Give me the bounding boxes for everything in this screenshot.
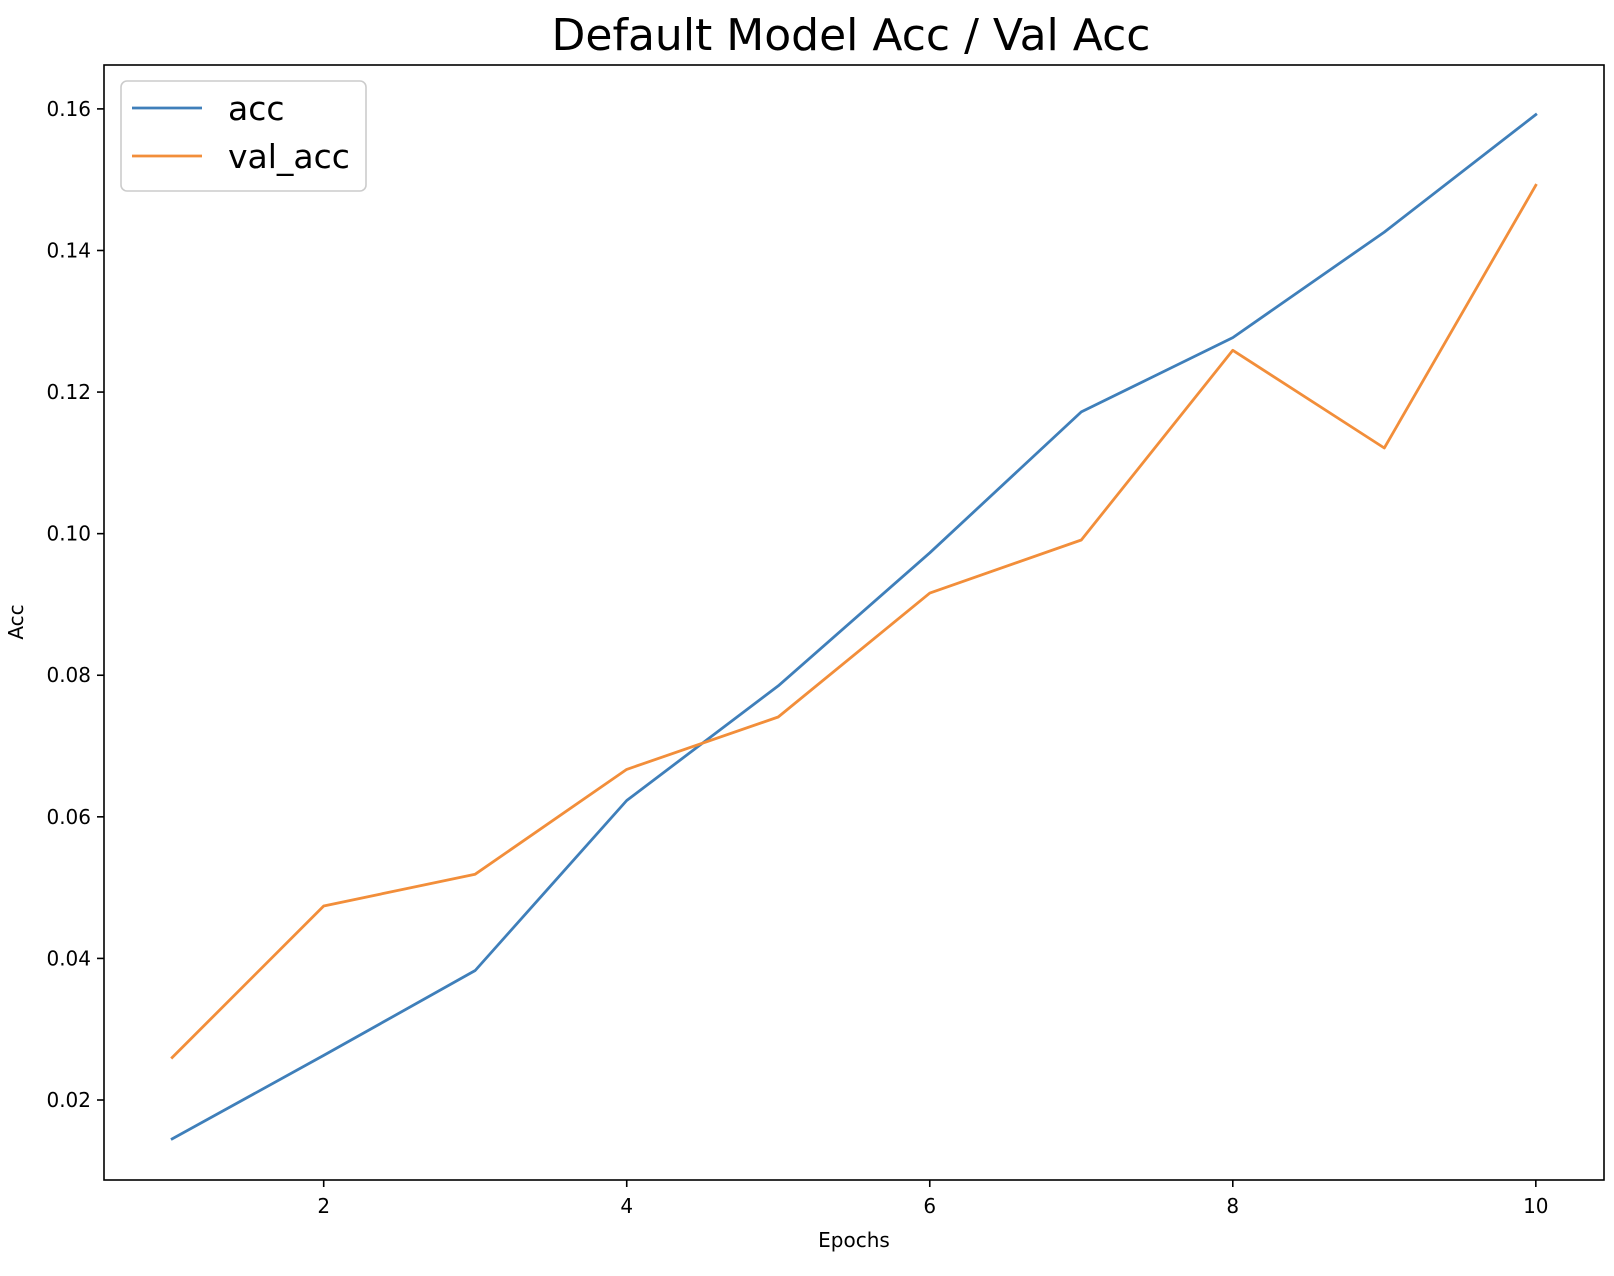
y-tick-label: 0.02 [46,1088,91,1112]
y-tick-label: 0.10 [46,522,91,546]
x-tick-label: 8 [1226,1194,1239,1218]
x-tick-label: 6 [923,1194,936,1218]
y-tick-label: 0.12 [46,380,91,404]
chart-title: Default Model Acc / Val Acc [552,10,1151,61]
y-tick-label: 0.08 [46,663,91,687]
y-tick-label: 0.14 [46,238,91,262]
y-tick-label: 0.04 [46,946,91,970]
y-axis-label: Acc [4,604,28,639]
series-line-val-acc [170,183,1538,1060]
plot-frame [103,64,1605,1181]
legend: acc val_acc [120,80,367,192]
x-tick-label: 10 [1523,1194,1548,1218]
y-tick-label: 0.16 [46,97,91,121]
y-tick-label: 0.06 [46,805,91,829]
legend-label-acc: acc [228,89,285,128]
x-tick-label: 4 [620,1194,633,1218]
x-axis-label: Epochs [818,1228,890,1252]
series-layer [170,112,1538,1141]
series-line-acc [170,112,1538,1141]
x-axis-ticks: 2 4 6 8 10 [317,1180,1549,1218]
legend-label-val-acc: val_acc [228,137,350,176]
y-axis-ticks: 0.02 0.04 0.06 0.08 0.10 0.12 0.14 0.16 [46,97,104,1112]
x-tick-label: 2 [317,1194,330,1218]
